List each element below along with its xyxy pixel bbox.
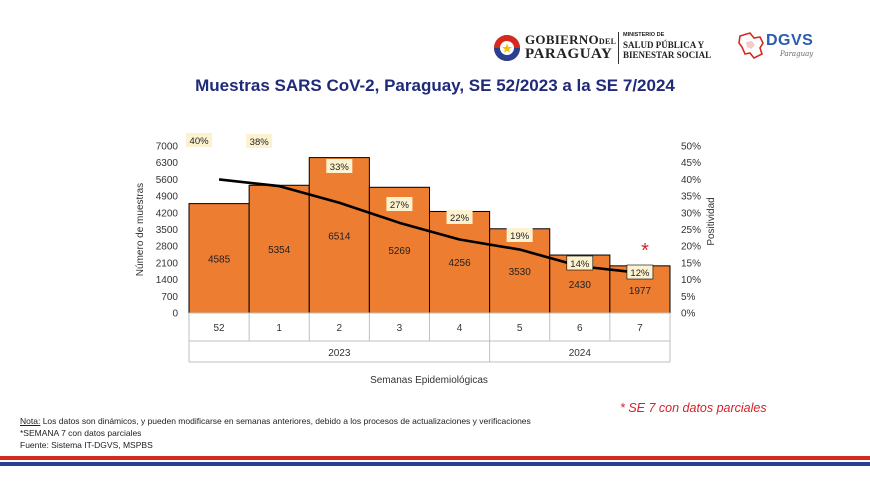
y2-tick-label: 30% xyxy=(681,208,701,219)
x-group-label: 2024 xyxy=(569,348,592,359)
positivity-label: 19% xyxy=(510,231,530,242)
y2-tick-label: 50% xyxy=(681,142,701,153)
gov-name-line1: GOBIERNODEL xyxy=(525,32,617,47)
positivity-label: 12% xyxy=(630,268,650,279)
y2-axis-title: Positividad xyxy=(706,197,717,245)
positivity-label-box xyxy=(446,210,473,224)
samples-positivity-chart: 0 700 1400 2100 2800 3500 4200 4900 5600 6300 7000… xyxy=(135,133,717,386)
x-tick-label: 2 xyxy=(337,323,343,334)
x-tick-label: 1 xyxy=(276,323,282,334)
y-tick-label: 7000 xyxy=(156,142,179,153)
ministry-label: MINISTERIO DE xyxy=(623,32,665,38)
positivity-label-box xyxy=(506,228,533,242)
x-tick-label: 52 xyxy=(214,323,226,334)
bar-value-label: 1977 xyxy=(629,286,652,297)
flag-stripe-white xyxy=(0,460,870,462)
y-tick-label: 6300 xyxy=(156,158,179,169)
y2-tick-label: 45% xyxy=(681,158,701,169)
y2-tick-label: 35% xyxy=(681,192,701,203)
government-logo: GOBIERNODEL PARAGUAY MINISTERIO DE SALUD… xyxy=(493,30,723,66)
y-tick-label: 1400 xyxy=(156,275,179,286)
y-tick-label: 0 xyxy=(172,309,178,320)
y2-tick-label: 25% xyxy=(681,225,701,236)
dgvs-title: DGVS xyxy=(766,32,814,49)
bar-4 xyxy=(429,210,491,314)
positivity-label: 14% xyxy=(570,259,590,270)
positivity-label-box xyxy=(246,134,273,148)
positivity-label-box xyxy=(386,197,413,211)
y2-tick-label: 40% xyxy=(681,175,701,186)
note-dynamic-data: Nota: Los datos son dinámicos, y pueden … xyxy=(20,416,531,426)
x-tick-label: 4 xyxy=(457,323,463,334)
positivity-label-box xyxy=(626,264,654,280)
ministry-name: SALUD PÚBLICA Y BIENESTAR SOCIAL xyxy=(623,40,712,60)
y2-tick-label: 10% xyxy=(681,275,701,286)
bar-5 xyxy=(489,228,551,314)
dgvs-subtitle: Paraguay xyxy=(780,50,814,58)
bar-1 xyxy=(248,184,310,314)
bar-value-label: 4256 xyxy=(448,258,471,269)
note-source: Fuente: Sistema IT-DGVS, MSPBS xyxy=(20,440,153,450)
bar-value-label: 6514 xyxy=(328,231,351,242)
partial-data-note: * SE 7 con datos parciales xyxy=(620,401,767,415)
y2-tick-label: 5% xyxy=(681,292,696,303)
paraguay-map-icon xyxy=(738,32,764,60)
y2-tick-label: 0% xyxy=(681,309,696,320)
gov-name-line2: PARAGUAY xyxy=(525,46,613,62)
positivity-label-box xyxy=(186,133,213,147)
y-tick-label: 5600 xyxy=(156,175,179,186)
flag-stripe-red xyxy=(0,456,870,460)
y2-tick-label: 15% xyxy=(681,258,701,269)
logo-separator xyxy=(618,32,619,64)
bar-value-label: 2430 xyxy=(569,280,592,291)
y-tick-label: 700 xyxy=(161,292,178,303)
x-axis-title: Semanas Epidemiológicas xyxy=(370,375,488,386)
bar-value-label: 5354 xyxy=(268,245,291,256)
positivity-label-box xyxy=(566,255,594,271)
y-tick-label: 2800 xyxy=(156,242,179,253)
partial-data-asterisk: * xyxy=(641,240,649,262)
x-group-label: 2023 xyxy=(328,348,351,359)
paraguay-seal-icon xyxy=(494,35,520,61)
positivity-label: 27% xyxy=(390,200,410,211)
x-tick-label: 7 xyxy=(637,323,643,334)
note-week-7: *SEMANA 7 con datos parciales xyxy=(20,428,142,438)
y-tick-label: 2100 xyxy=(156,258,179,269)
y-axis-title: Número de muestras xyxy=(135,183,146,276)
positivity-label: 33% xyxy=(330,162,350,173)
y-tick-label: 4200 xyxy=(156,208,179,219)
y-tick-label: 4900 xyxy=(156,192,179,203)
positivity-label: 40% xyxy=(190,136,210,147)
positivity-label-box xyxy=(326,159,353,173)
x-tick-label: 5 xyxy=(517,323,523,334)
positivity-label: 22% xyxy=(450,213,470,224)
positivity-label: 38% xyxy=(250,137,270,148)
bar-value-label: 4585 xyxy=(208,254,231,265)
y2-tick-label: 20% xyxy=(681,242,701,253)
x-tick-label: 3 xyxy=(397,323,403,334)
bar-value-label: 5269 xyxy=(388,246,411,257)
dgvs-logo: DGVS Paraguay xyxy=(736,30,832,64)
x-tick-label: 6 xyxy=(577,323,583,334)
y-tick-label: 3500 xyxy=(156,225,179,236)
bar-value-label: 3530 xyxy=(509,267,532,278)
chart-title: Muestras SARS CoV-2, Paraguay, SE 52/202… xyxy=(195,76,675,95)
flag-stripe-blue xyxy=(0,462,870,466)
